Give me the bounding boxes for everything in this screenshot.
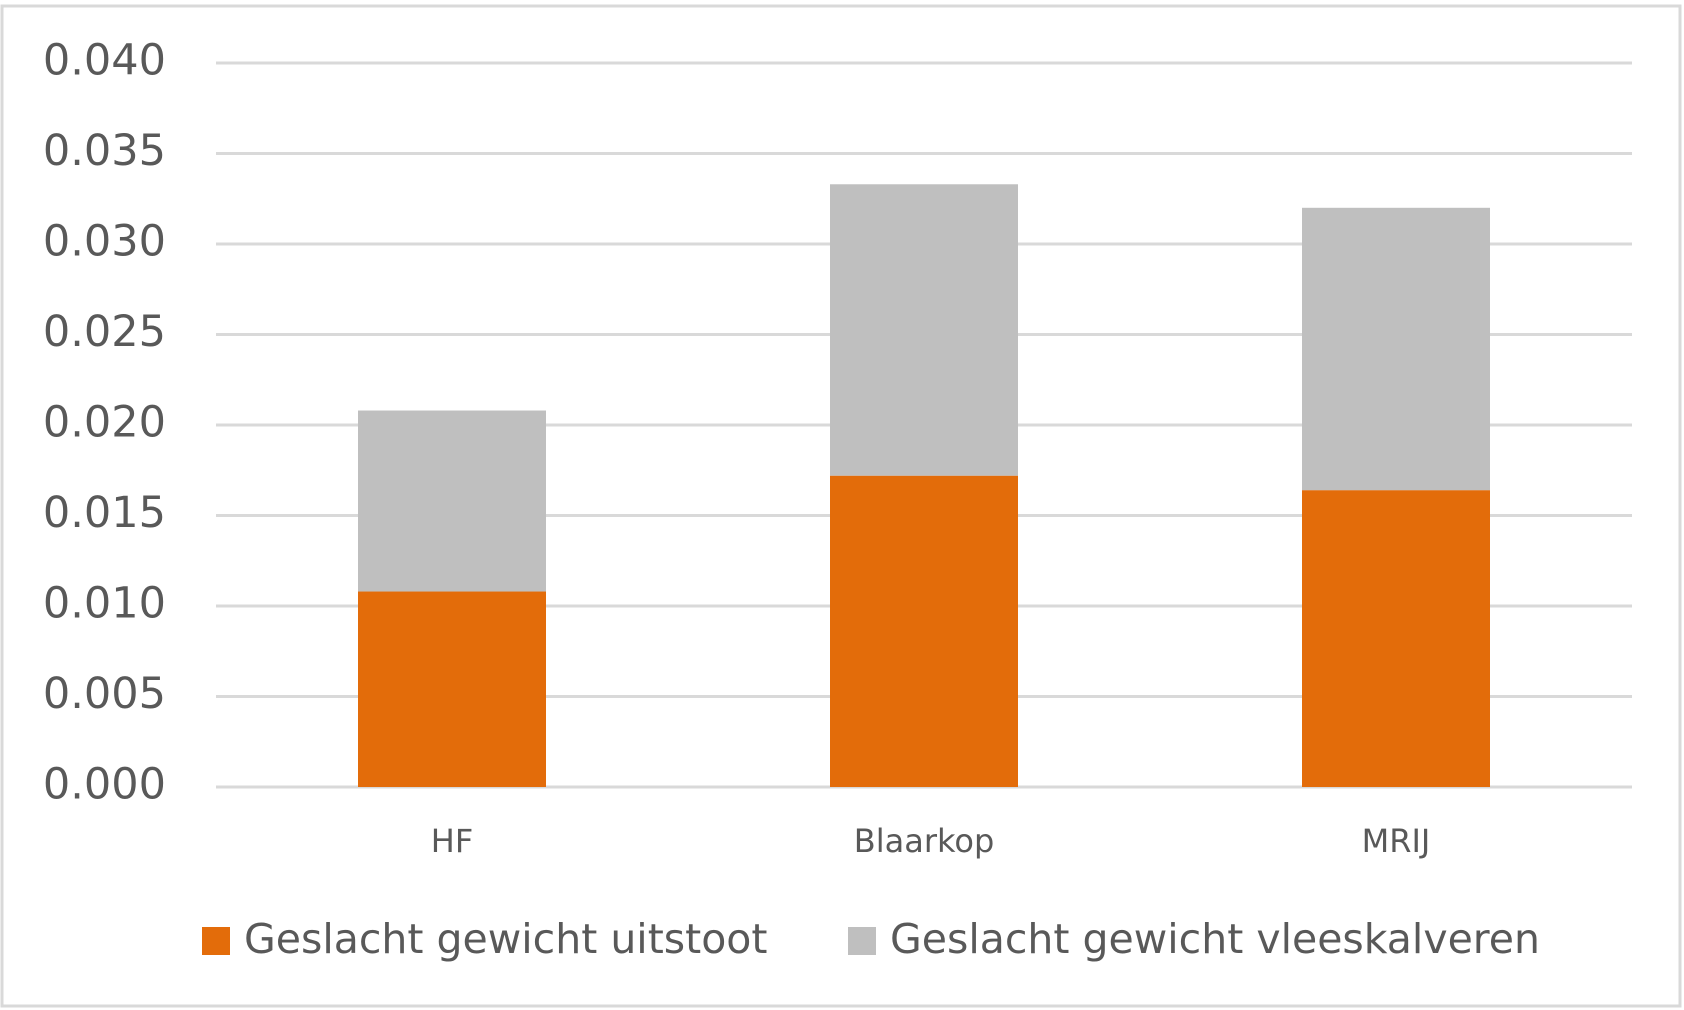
y-tick-label: 0.020 [43, 398, 166, 448]
bar-segment [830, 184, 1018, 476]
bar-segment [1302, 490, 1490, 787]
x-tick-label: Blaarkop [854, 822, 995, 860]
y-tick-label: 0.015 [43, 488, 166, 538]
y-tick-label: 0.035 [43, 126, 166, 176]
legend-label: Geslacht gewicht vleeskalveren [890, 915, 1540, 963]
x-tick-label: HF [431, 822, 473, 860]
bar-segment [830, 475, 1018, 787]
bar-segment [358, 591, 546, 787]
legend-swatch [848, 927, 876, 955]
bar-segment [358, 410, 546, 592]
y-tick-label: 0.040 [43, 36, 166, 86]
y-tick-label: 0.030 [43, 217, 166, 267]
y-tick-label: 0.010 [43, 579, 166, 629]
y-tick-label: 0.005 [43, 669, 166, 719]
y-tick-label: 0.000 [43, 760, 166, 810]
bar-segment [1302, 207, 1490, 491]
y-tick-label: 0.025 [43, 307, 166, 357]
legend-label: Geslacht gewicht uitstoot [244, 915, 767, 963]
legend-swatch [202, 927, 230, 955]
x-tick-label: MRIJ [1362, 822, 1431, 860]
